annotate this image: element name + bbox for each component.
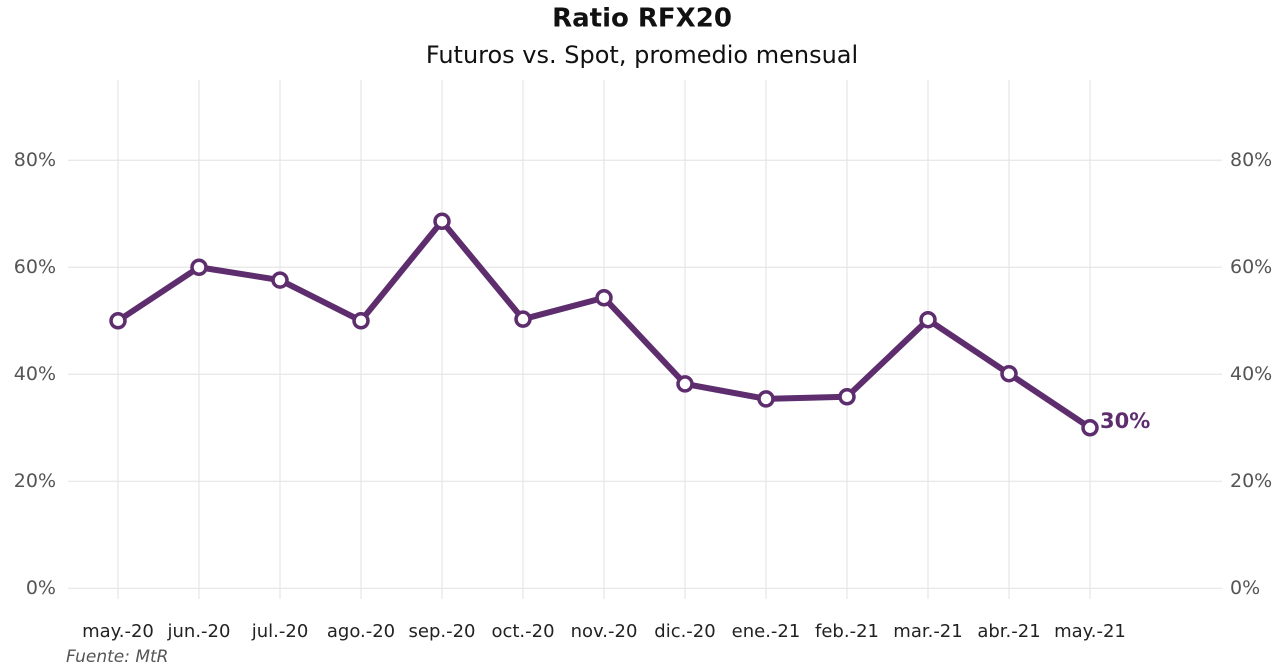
x-tick-label: may.-21	[1054, 621, 1126, 642]
x-tick-label: ago.-20	[327, 621, 395, 642]
point	[1000, 364, 1018, 383]
y-tick-label: 80%	[14, 149, 56, 171]
x-tick-label: feb.-21	[815, 621, 879, 642]
data-label: 30%	[1100, 409, 1150, 433]
point	[757, 390, 775, 408]
point	[271, 271, 289, 289]
y2-tick-label: 80%	[1230, 149, 1272, 171]
point	[676, 375, 694, 393]
y2-tick-label: 0%	[1230, 577, 1260, 599]
caption: Fuente: MtR	[66, 647, 169, 667]
x-tick-label: oct.-20	[491, 621, 554, 642]
x-tick-label: jun.-20	[167, 621, 231, 642]
x-tick-label: ene.-21	[732, 621, 801, 642]
point	[838, 388, 856, 406]
y-tick-label: 20%	[14, 470, 56, 492]
y-tick-label: 0%	[26, 577, 56, 599]
y2-tick-label: 20%	[1230, 470, 1272, 492]
chart-subtitle: Futuros vs. Spot, promedio mensual	[426, 41, 858, 69]
x-tick-label: nov.-20	[571, 621, 638, 642]
x-tick-label: may.-20	[82, 621, 154, 642]
y-tick-label: 60%	[14, 256, 56, 278]
point	[190, 258, 208, 277]
point	[433, 212, 451, 231]
point	[595, 289, 613, 307]
chart-title: Ratio RFX20	[552, 4, 732, 34]
x-tick-label: jul.-20	[251, 621, 309, 642]
y2-tick-label: 40%	[1230, 363, 1272, 385]
x-tick-label: abr.-21	[977, 621, 1040, 642]
point	[1081, 419, 1099, 437]
y-tick-label: 40%	[14, 363, 56, 385]
x-tick-label: mar.-21	[893, 621, 962, 642]
x-tick-label: sep.-20	[409, 621, 476, 642]
point	[919, 310, 937, 329]
point	[109, 312, 127, 330]
point	[514, 310, 532, 328]
x-tick-label: dic.-20	[654, 621, 715, 642]
y2-tick-label: 60%	[1230, 256, 1272, 278]
point	[352, 312, 370, 330]
